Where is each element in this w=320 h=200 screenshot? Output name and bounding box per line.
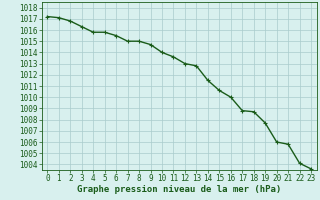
X-axis label: Graphe pression niveau de la mer (hPa): Graphe pression niveau de la mer (hPa) bbox=[77, 185, 281, 194]
